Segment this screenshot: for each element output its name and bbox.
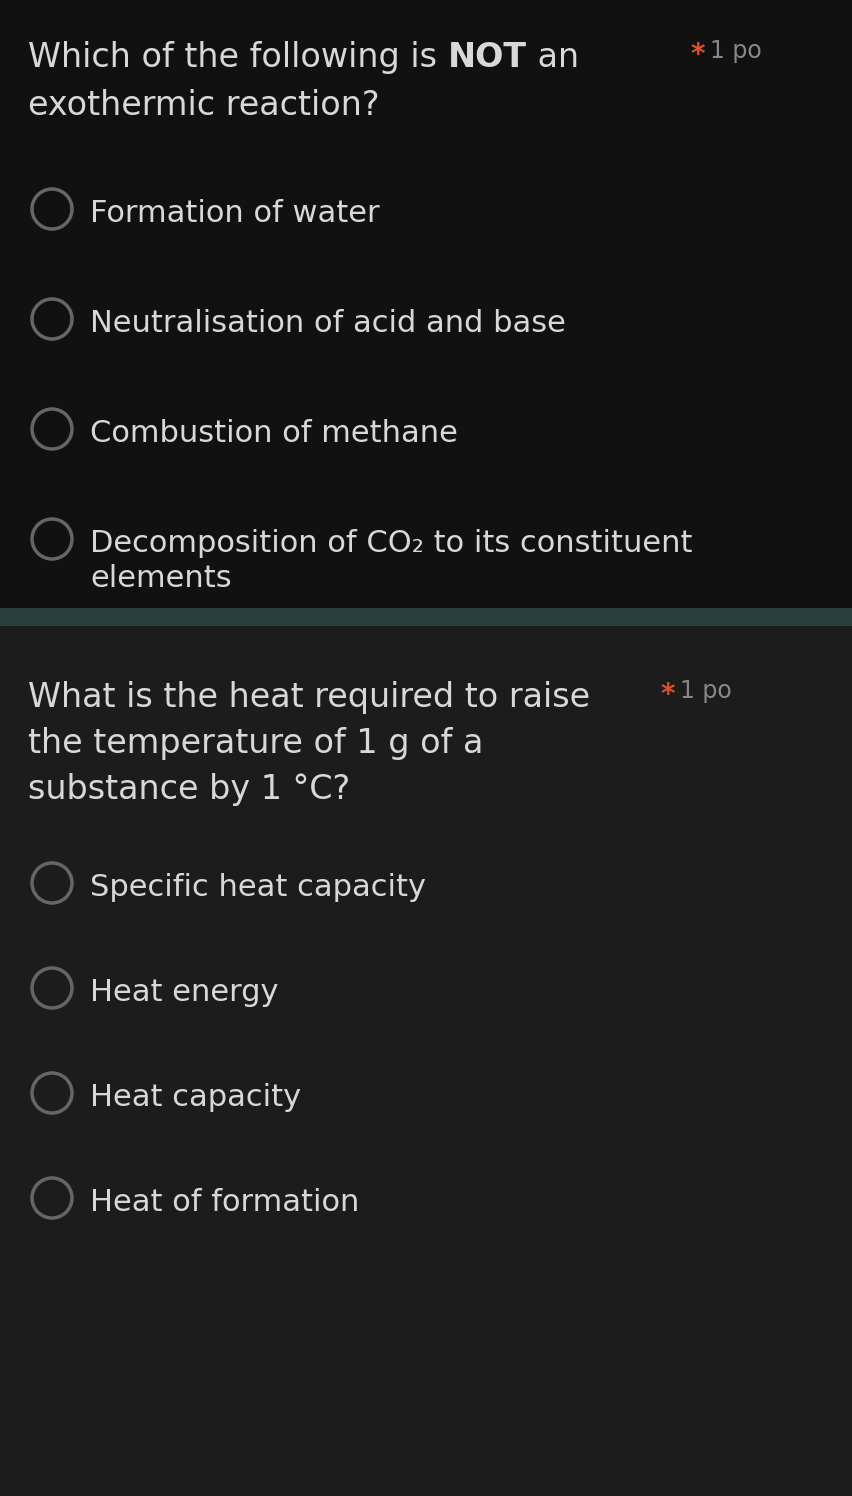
Bar [0,625,852,1496]
Text: Combustion of methane: Combustion of methane [90,419,458,447]
Text: *: * [659,681,674,709]
Text: Specific heat capacity: Specific heat capacity [90,874,425,902]
Text: the temperature of 1 g of a: the temperature of 1 g of a [28,727,483,760]
Text: Decomposition of CO₂ to its constituent: Decomposition of CO₂ to its constituent [90,530,692,558]
Bar [0,607,852,625]
Text: 1 po: 1 po [709,39,761,63]
Text: Neutralisation of acid and base: Neutralisation of acid and base [90,310,565,338]
Text: Formation of water: Formation of water [90,199,379,227]
Text: 1 po: 1 po [679,679,731,703]
Text: NOT: NOT [447,40,526,73]
Text: *: * [689,40,704,69]
Text: elements: elements [90,564,232,592]
Text: What is the heat required to raise: What is the heat required to raise [28,681,590,714]
Text: Heat of formation: Heat of formation [90,1188,359,1218]
Text: an: an [526,40,578,73]
Text: substance by 1 °C?: substance by 1 °C? [28,773,350,806]
Text: Which of the following is: Which of the following is [28,40,447,73]
Text: exothermic reaction?: exothermic reaction? [28,88,379,123]
Text: Heat capacity: Heat capacity [90,1083,301,1112]
Text: Heat energy: Heat energy [90,978,278,1007]
